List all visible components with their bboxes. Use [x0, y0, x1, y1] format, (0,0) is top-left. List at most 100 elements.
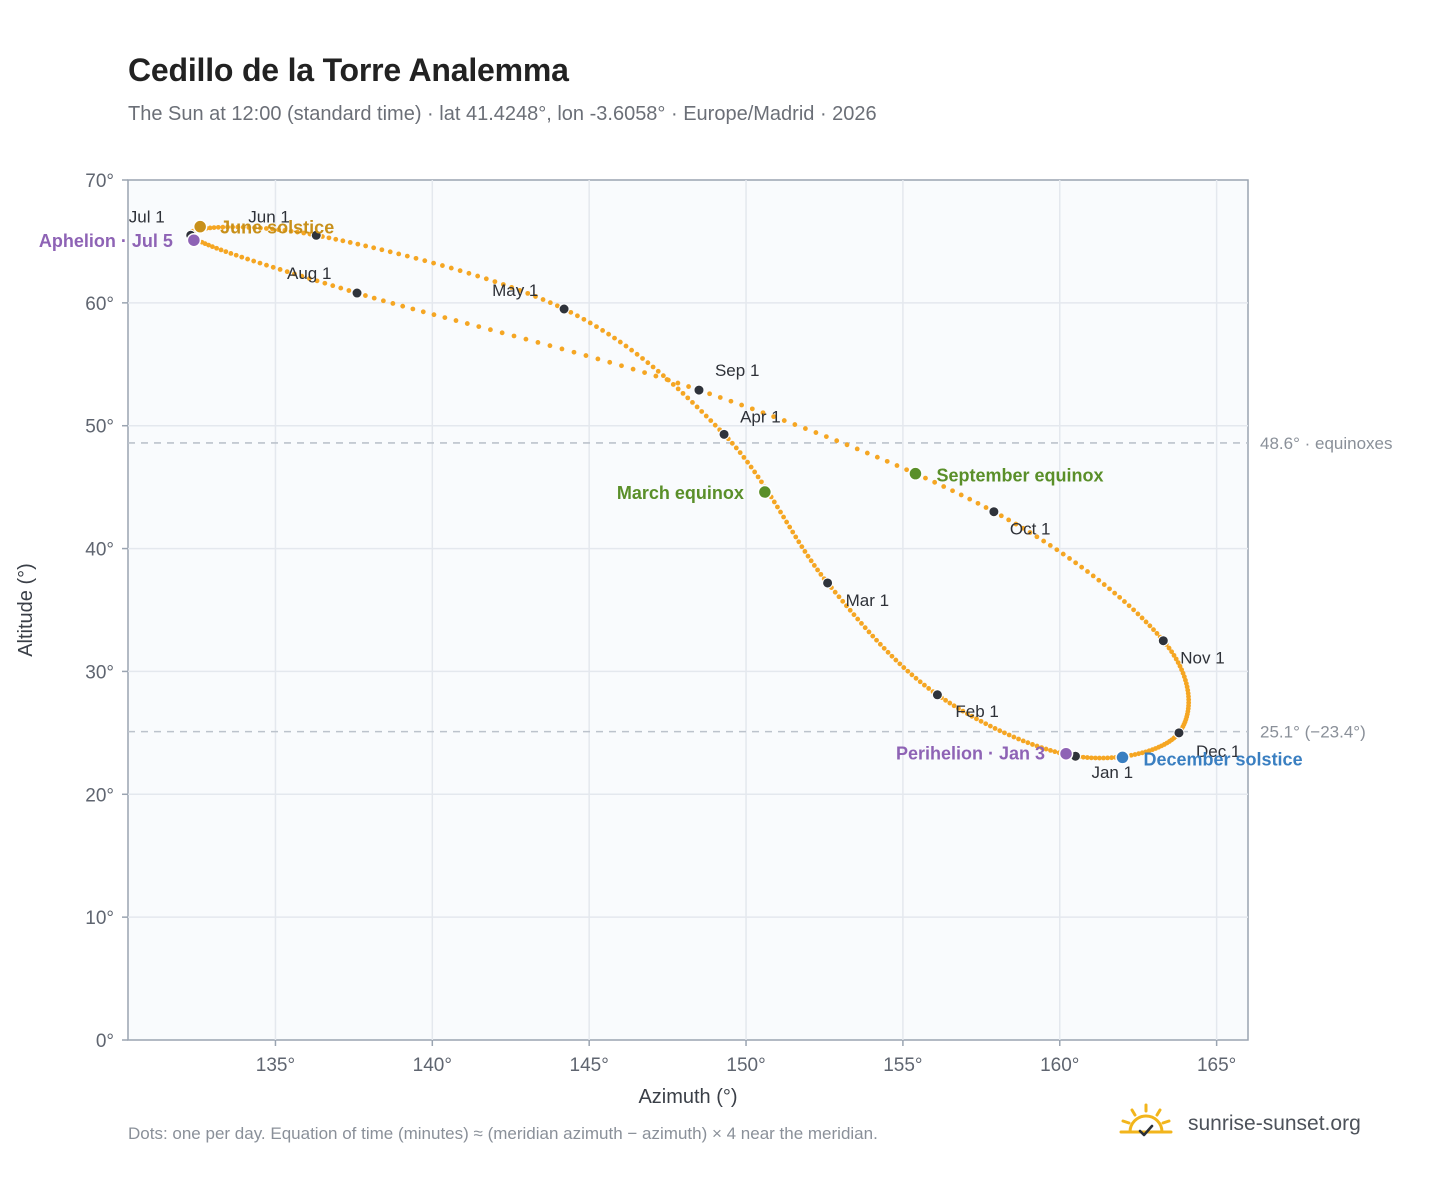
daily-sun-dot [1030, 742, 1035, 747]
y-tick-label: 50° [85, 417, 114, 438]
daily-sun-dot [606, 331, 612, 337]
daily-sun-dot [410, 306, 416, 312]
daily-sun-dot [836, 594, 842, 600]
daily-sun-dot [950, 488, 955, 494]
daily-sun-dot [741, 454, 747, 460]
daily-sun-dot [951, 703, 957, 709]
event-label: September equinox [936, 466, 1103, 486]
daily-sun-dot [803, 426, 808, 431]
daily-sun-dot [992, 726, 998, 731]
daily-sun-dot [326, 235, 332, 241]
daily-sun-dot [1013, 521, 1019, 527]
daily-sun-dot [823, 434, 829, 440]
daily-sun-dot [533, 294, 538, 299]
month-label: Mar 1 [846, 591, 889, 610]
daily-sun-dot [523, 336, 529, 342]
daily-sun-dot [314, 278, 320, 284]
daily-sun-dot [1067, 556, 1072, 561]
daily-sun-dot [1173, 656, 1179, 662]
daily-sun-dot [270, 226, 275, 232]
daily-sun-dot [752, 469, 758, 475]
daily-sun-dot [347, 240, 353, 245]
daily-sun-dot [1169, 649, 1175, 655]
daily-sun-dot [1101, 755, 1106, 761]
chart-title: Cedillo de la Torre Analemma [128, 52, 569, 88]
daily-sun-dot [1171, 652, 1177, 658]
daily-sun-dot [840, 598, 846, 604]
daily-sun-dot [670, 382, 676, 387]
daily-sun-dot [851, 612, 857, 618]
daily-sun-dot [476, 324, 482, 330]
month-label: Dec 1 [1196, 742, 1240, 761]
daily-sun-dot [225, 224, 231, 230]
month-label: Oct 1 [1010, 520, 1051, 539]
y-tick-label: 0° [96, 1031, 114, 1052]
daily-sun-dot [211, 225, 217, 230]
footnote: Dots: one per day. Equation of time (min… [128, 1124, 878, 1143]
daily-sun-dot [1147, 623, 1153, 629]
daily-sun-dot [1060, 551, 1066, 557]
daily-sun-dot [270, 264, 276, 270]
daily-sun-dot [913, 675, 919, 681]
daily-sun-dot [708, 418, 714, 424]
daily-sun-dot [864, 450, 870, 456]
x-tick-label: 160° [1040, 1055, 1079, 1076]
daily-sun-dot [442, 315, 448, 320]
daily-sun-dot [1043, 746, 1049, 752]
daily-sun-dot [404, 253, 410, 259]
daily-sun-dot [568, 309, 574, 315]
daily-sun-dot [206, 242, 211, 248]
daily-sun-dot [245, 256, 251, 262]
daily-sun-dot [650, 364, 656, 370]
daily-sun-dot [905, 668, 911, 674]
daily-sun-dot [1101, 582, 1107, 587]
daily-sun-dot [464, 321, 470, 326]
month-label: Jul 1 [129, 207, 165, 226]
daily-sun-dot [301, 230, 307, 236]
daily-sun-dot [1034, 743, 1040, 749]
daily-sun-dot [525, 290, 531, 296]
daily-sun-dot [733, 445, 739, 451]
daily-sun-dot [790, 529, 796, 535]
daily-sun-dot [998, 513, 1004, 519]
daily-sun-dot [488, 327, 493, 333]
daily-sun-dot [634, 351, 640, 357]
daily-sun-dot [390, 301, 396, 306]
daily-sun-dot [1117, 594, 1123, 600]
daily-sun-dot [739, 402, 745, 408]
event-label: December solstice [1144, 749, 1303, 769]
event-marker [192, 219, 208, 234]
daily-sun-dot [922, 682, 927, 688]
daily-sun-dot [595, 356, 601, 362]
daily-sun-dot [251, 258, 257, 264]
chart-subtitle: The Sun at 12:00 (standard time) · lat 4… [128, 103, 877, 125]
daily-sun-dot [547, 300, 553, 306]
daily-sun-dot [363, 243, 369, 249]
daily-sun-dot [983, 721, 989, 727]
month-marker [693, 384, 705, 396]
daily-sun-dot [1154, 631, 1160, 636]
event-label: Aphelion · Jul 5 [39, 231, 173, 251]
daily-sun-dot [805, 553, 811, 559]
daily-sun-dot [239, 254, 245, 260]
daily-sun-dot [607, 359, 613, 365]
daily-sun-dot [575, 313, 580, 319]
daily-sun-dot [642, 370, 647, 376]
daily-sun-dot [685, 395, 691, 401]
daily-sun-dot [1073, 560, 1079, 566]
daily-sun-dot [796, 539, 802, 545]
daily-sun-dot [760, 410, 766, 416]
daily-sun-dot [1002, 730, 1007, 736]
event-marker [908, 466, 923, 481]
daily-sun-dot [619, 363, 624, 369]
daily-sun-dot [282, 227, 288, 233]
month-marker [718, 428, 730, 440]
daily-sun-dot [499, 330, 505, 336]
daily-sun-dot [587, 320, 593, 326]
daily-sun-dot [717, 395, 723, 400]
daily-sun-dot [771, 499, 777, 505]
month-marker [310, 229, 322, 241]
daily-sun-dot [338, 285, 344, 291]
daily-sun-dot [712, 422, 718, 428]
brand[interactable]: sunrise-sunset.org [1118, 1102, 1361, 1146]
